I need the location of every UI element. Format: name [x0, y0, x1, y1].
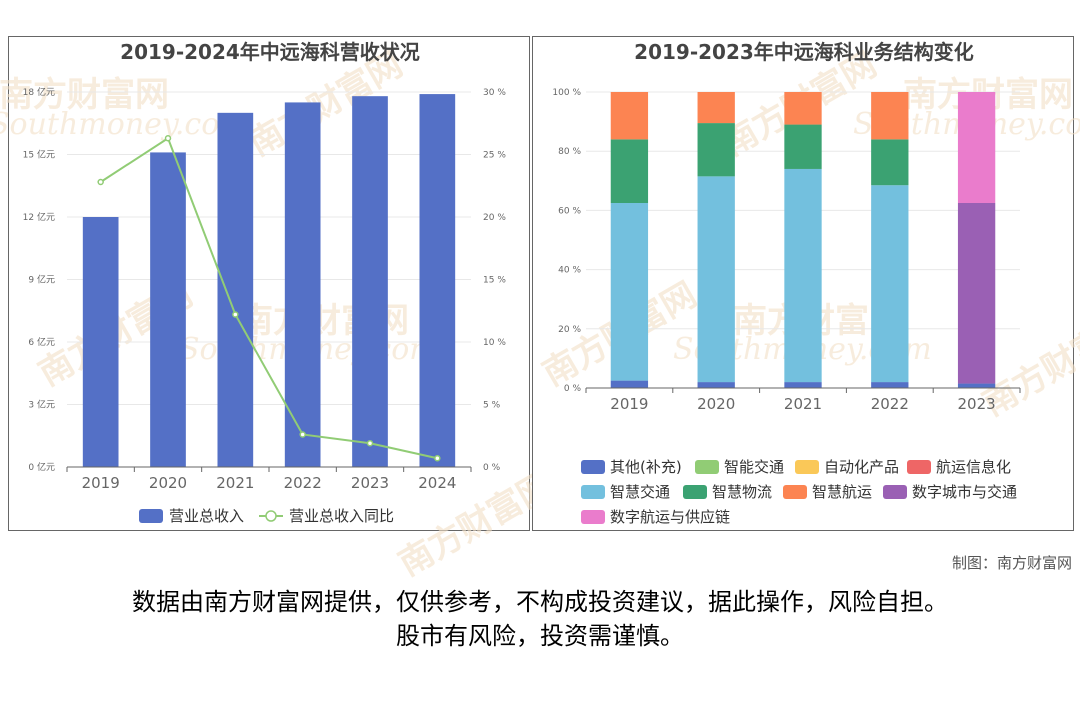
yoy-line	[100, 136, 438, 460]
chart-title: 2019-2023年中远海科业务结构变化	[634, 40, 974, 64]
legend-swatch	[581, 510, 605, 524]
y-right-tick-label: 15 %	[483, 276, 506, 286]
y-tick-label: 0 %	[564, 384, 582, 394]
legend-label: 智慧航运	[812, 483, 872, 501]
yoy-point	[232, 311, 239, 318]
stack-segment	[784, 92, 822, 125]
stack-segment	[957, 203, 996, 384]
stack-segment	[871, 92, 909, 140]
x-tick-label: 2021	[784, 395, 822, 413]
revenue-bar	[82, 217, 119, 467]
stack-segment	[697, 176, 735, 383]
disclaimer-line-1: 数据由南方财富网提供，仅供参考，不构成投资建议，据此操作，风险自担。	[132, 588, 948, 616]
stack-segment	[610, 139, 649, 203]
y-right-tick-label: 10 %	[483, 338, 506, 348]
stack-segment	[697, 92, 735, 124]
legend-swatch	[883, 485, 907, 499]
yoy-point	[97, 178, 104, 186]
y-left-tick-label: 6 亿元	[28, 336, 55, 348]
legend-swatch	[783, 485, 807, 499]
chart-title: 2019-2024年中远海科营收状况	[120, 40, 420, 64]
x-tick-label: 2021	[216, 474, 254, 492]
stack-segment	[871, 139, 909, 186]
y-right-tick-label: 30 %	[483, 88, 506, 98]
stack-segment	[610, 92, 649, 140]
y-right-tick-label: 5 %	[483, 401, 501, 411]
x-tick-label: 2023	[351, 474, 389, 492]
x-tick-label: 2020	[697, 395, 735, 413]
yoy-point	[366, 440, 374, 447]
legend-label: 自动化产品	[824, 458, 899, 476]
legend-label: 数字航运与供应链	[610, 508, 730, 526]
legend-swatch-revenue	[139, 509, 163, 523]
y-right-tick-label: 0 %	[483, 463, 501, 473]
legend-label: 其他(补充)	[610, 458, 682, 476]
y-right-tick-label: 25 %	[483, 151, 506, 161]
revenue-bar	[217, 112, 254, 467]
chart-credit: 制图：南方财富网	[951, 554, 1072, 572]
stack-segment	[784, 168, 822, 383]
legend-swatch	[581, 485, 605, 499]
legend-label: 智能交通	[724, 458, 784, 476]
stack-segment	[871, 382, 909, 388]
revenue-bar	[352, 96, 388, 467]
y-tick-label: 60 %	[558, 206, 581, 216]
x-tick-label: 2022	[871, 395, 909, 413]
revenue-bar	[284, 102, 321, 468]
y-left-tick-label: 12 亿元	[23, 211, 55, 223]
stack-segment	[957, 383, 996, 388]
structure-chart: 2019-2023年中远海科业务结构变化 0 % 20 % 40 % 60 % 80 % 1…	[552, 40, 1021, 526]
revenue-bar	[419, 94, 456, 468]
revenue-bar	[150, 152, 186, 467]
legend-label: 数字城市与交通	[912, 483, 1017, 501]
x-tick-label: 2019	[82, 474, 120, 492]
legend-swatch	[695, 460, 719, 474]
stack-segment	[784, 124, 822, 169]
stack-segment	[610, 203, 649, 381]
legend-swatch	[683, 485, 707, 499]
stack-segment	[697, 382, 735, 388]
legend-swatch	[907, 460, 931, 474]
x-tick-label: 2019	[610, 395, 648, 413]
yoy-point	[164, 135, 172, 142]
y-left-tick-label: 3 亿元	[28, 399, 55, 411]
x-tick-label: 2023	[958, 395, 996, 413]
revenue-chart: 2019-2024年中远海科营收状况 0 亿元 3 亿元 6 亿元 9 亿元 12 亿元 1…	[23, 40, 507, 525]
legend-label: 营业总收入	[169, 507, 244, 525]
yoy-point	[299, 431, 306, 438]
x-tick-label: 2022	[284, 474, 322, 492]
y-right-tick-label: 20 %	[483, 213, 506, 223]
revenue-chart-panel: 南方财富网 Southmoney.com 南方财富网 南方财富网 Southmo…	[0, 36, 559, 584]
y-left-tick-label: 15 亿元	[23, 149, 55, 161]
stack-segment	[871, 185, 909, 383]
legend-label: 营业总收入同比	[289, 507, 394, 525]
x-tick-label: 2024	[418, 474, 456, 492]
legend-swatch	[581, 460, 605, 474]
y-left-tick-label: 0 亿元	[28, 461, 55, 473]
legend-label: 航运信息化	[936, 458, 1011, 476]
x-tick-label: 2020	[149, 474, 187, 492]
legend-swatch-yoy-marker	[265, 510, 277, 522]
legend-swatch	[795, 460, 819, 474]
stack-segment	[610, 380, 649, 388]
yoy-point	[434, 455, 441, 462]
stack-segment	[697, 123, 735, 177]
y-tick-label: 100 %	[552, 88, 581, 98]
stack-segment	[957, 92, 996, 203]
y-left-tick-label: 18 亿元	[23, 86, 55, 98]
disclaimer-line-2: 股市有风险，投资需谨慎。	[396, 622, 684, 650]
legend-label: 智慧交通	[610, 483, 670, 501]
legend-label: 智慧物流	[712, 483, 772, 501]
y-tick-label: 20 %	[558, 325, 581, 335]
stack-segment	[784, 382, 822, 388]
y-tick-label: 40 %	[558, 266, 581, 276]
y-left-tick-label: 9 亿元	[28, 274, 55, 286]
structure-chart-panel: 南方财富网 Southmoney.com 南方财富网 南方财富网 Southmo…	[532, 36, 1080, 531]
y-tick-label: 80 %	[558, 147, 581, 157]
